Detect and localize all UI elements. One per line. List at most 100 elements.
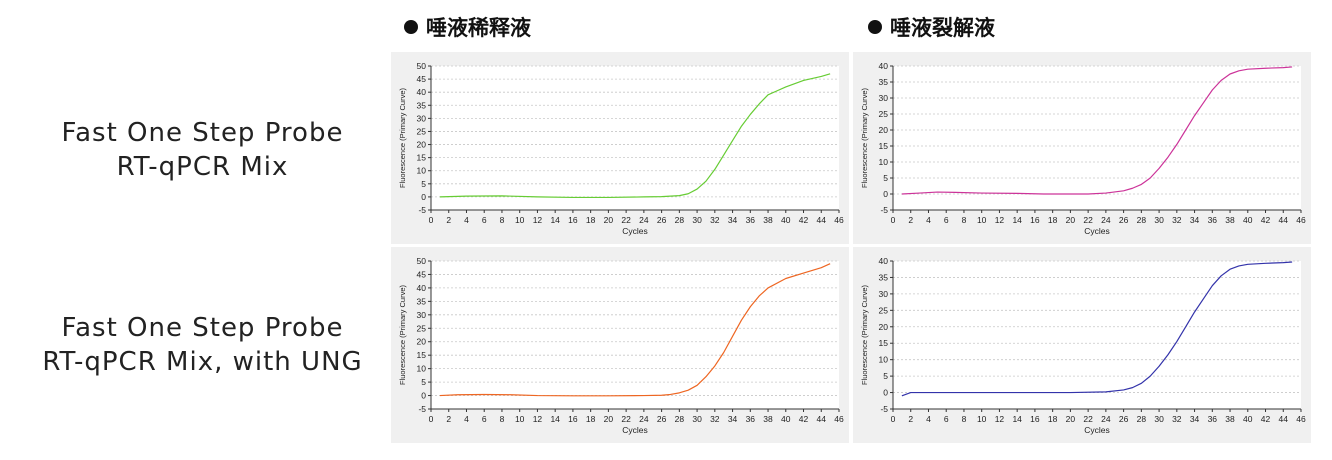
x-tick-label: 32 xyxy=(1172,414,1182,424)
x-tick-label: 38 xyxy=(763,215,773,225)
x-tick-label: 34 xyxy=(728,215,738,225)
x-axis-label: Cycles xyxy=(1084,425,1110,435)
x-tick-label: 20 xyxy=(604,215,614,225)
chart-panel-3: -5 0 5 10 15 20 25 30 35 40 45 50 0 2 4 6 8 10 12 14 16 18 20 2… xyxy=(391,247,849,443)
x-tick-label: 28 xyxy=(675,215,685,225)
y-tick-label: 5 xyxy=(883,371,888,381)
x-tick-label: 24 xyxy=(639,215,649,225)
x-tick-label: 18 xyxy=(586,215,596,225)
x-tick-label: 10 xyxy=(515,414,525,424)
x-tick-label: 8 xyxy=(962,414,967,424)
x-tick-label: 28 xyxy=(1137,215,1147,225)
x-tick-label: 26 xyxy=(1119,414,1129,424)
x-tick-label: 42 xyxy=(799,215,809,225)
plot-area xyxy=(431,66,839,210)
x-tick-label: 14 xyxy=(1012,215,1022,225)
x-tick-label: 10 xyxy=(515,215,525,225)
x-tick-label: 2 xyxy=(908,215,913,225)
x-tick-label: 38 xyxy=(763,414,773,424)
y-tick-label: 25 xyxy=(879,109,889,119)
y-tick-label: 45 xyxy=(417,269,427,279)
x-tick-label: 36 xyxy=(1208,414,1218,424)
x-tick-label: 4 xyxy=(464,215,469,225)
y-axis-label: Fluorescence (Primary Curve) xyxy=(398,284,407,385)
x-tick-label: 26 xyxy=(657,215,667,225)
y-tick-label: -5 xyxy=(880,404,888,414)
x-tick-label: 12 xyxy=(995,414,1005,424)
x-tick-label: 30 xyxy=(1154,414,1164,424)
y-tick-label: 35 xyxy=(879,77,889,87)
row-label-2: Fast One Step Probe RT-qPCR Mix, with UN… xyxy=(0,311,405,379)
x-tick-label: 22 xyxy=(1083,215,1093,225)
x-tick-label: 38 xyxy=(1225,414,1235,424)
y-tick-label: -5 xyxy=(418,205,426,215)
x-tick-label: 4 xyxy=(464,414,469,424)
y-tick-label: 25 xyxy=(879,305,889,315)
x-tick-label: 42 xyxy=(799,414,809,424)
x-tick-label: 16 xyxy=(1030,414,1040,424)
x-tick-label: 40 xyxy=(1243,414,1253,424)
x-tick-label: 46 xyxy=(1296,215,1306,225)
y-tick-label: 35 xyxy=(879,272,889,282)
y-tick-label: 5 xyxy=(421,377,426,387)
x-tick-label: 0 xyxy=(891,414,896,424)
x-tick-label: 2 xyxy=(446,215,451,225)
x-tick-label: 34 xyxy=(728,414,738,424)
x-tick-label: 36 xyxy=(746,215,756,225)
column-header-lysis: 唾液裂解液 xyxy=(868,12,995,42)
x-tick-label: 44 xyxy=(817,215,827,225)
y-tick-label: 15 xyxy=(417,350,427,360)
y-tick-label: 40 xyxy=(417,283,427,293)
x-tick-label: 4 xyxy=(926,414,931,424)
y-tick-label: 50 xyxy=(417,256,427,266)
bullet-icon xyxy=(868,20,882,34)
x-tick-label: 34 xyxy=(1190,414,1200,424)
y-tick-label: 50 xyxy=(417,61,427,71)
y-tick-label: 45 xyxy=(417,74,427,84)
y-tick-label: 10 xyxy=(879,157,889,167)
chart-panel-1: -5 0 5 10 15 20 25 30 35 40 45 50 0 2 4 6 8 10 12 14 16 18 20 2… xyxy=(391,52,849,244)
y-tick-label: 0 xyxy=(883,189,888,199)
x-tick-label: 18 xyxy=(586,414,596,424)
x-tick-label: 36 xyxy=(746,414,756,424)
y-tick-label: 30 xyxy=(417,310,427,320)
y-tick-label: 15 xyxy=(879,338,889,348)
y-tick-label: 35 xyxy=(417,100,427,110)
column-header-dilution-text: 唾液稀释液 xyxy=(426,16,531,40)
x-tick-label: 20 xyxy=(1066,215,1076,225)
y-tick-label: 15 xyxy=(417,153,427,163)
x-tick-label: 16 xyxy=(1030,215,1040,225)
x-axis-label: Cycles xyxy=(1084,226,1110,236)
x-tick-label: 40 xyxy=(781,215,791,225)
x-tick-label: 10 xyxy=(977,215,987,225)
column-header-dilution: 唾液稀释液 xyxy=(404,12,531,42)
x-tick-label: 30 xyxy=(692,215,702,225)
x-axis-label: Cycles xyxy=(622,425,648,435)
x-tick-label: 6 xyxy=(944,414,949,424)
chart-panel-2: -5 0 5 10 15 20 25 30 35 40 0 2 4 6 8 10 12 14 16 18 20 22 24 2… xyxy=(853,52,1311,244)
x-tick-label: 30 xyxy=(692,414,702,424)
x-tick-label: 30 xyxy=(1154,215,1164,225)
x-tick-label: 22 xyxy=(621,414,631,424)
x-tick-label: 10 xyxy=(977,414,987,424)
x-tick-label: 2 xyxy=(908,414,913,424)
y-tick-label: 5 xyxy=(883,173,888,183)
x-tick-label: 40 xyxy=(1243,215,1253,225)
y-tick-label: 10 xyxy=(417,166,427,176)
y-tick-label: -5 xyxy=(880,205,888,215)
x-tick-label: 24 xyxy=(639,414,649,424)
y-tick-label: 0 xyxy=(883,388,888,398)
x-tick-label: 18 xyxy=(1048,414,1058,424)
x-tick-label: 12 xyxy=(533,215,543,225)
x-tick-label: 24 xyxy=(1101,215,1111,225)
x-tick-label: 22 xyxy=(621,215,631,225)
x-tick-label: 44 xyxy=(1279,215,1289,225)
y-tick-label: 5 xyxy=(421,179,426,189)
y-tick-label: 30 xyxy=(417,113,427,123)
y-tick-label: 40 xyxy=(879,256,889,266)
x-tick-label: 38 xyxy=(1225,215,1235,225)
y-tick-label: 25 xyxy=(417,126,427,136)
